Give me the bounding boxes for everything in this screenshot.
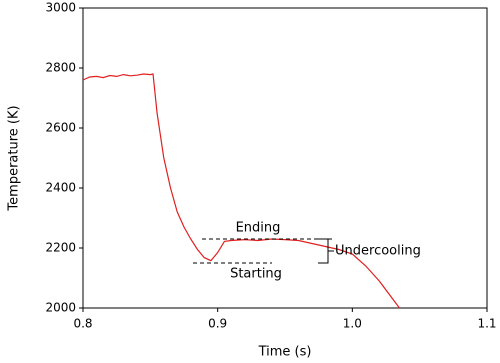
x-tick-label: 0.8 — [73, 317, 92, 331]
y-axis-label: Temperature (K) — [7, 105, 22, 211]
y-tick-label: 2000 — [45, 301, 76, 315]
x-tick-label: 1.0 — [343, 317, 362, 331]
y-tick-label: 3000 — [45, 1, 76, 15]
x-tick-label: 1.1 — [477, 317, 496, 331]
y-tick-label: 2400 — [45, 181, 76, 195]
y-tick-label: 2200 — [45, 241, 76, 255]
annotation: Starting — [230, 267, 282, 282]
y-tick-label: 2600 — [45, 121, 76, 135]
y-tick-label: 2800 — [45, 61, 76, 75]
plot-frame — [82, 7, 488, 309]
annotation: Ending — [236, 221, 281, 236]
bracket — [318, 238, 334, 264]
x-axis-label: Time (s) — [258, 345, 312, 360]
data-line — [82, 73, 400, 309]
annotation: Undercooling — [335, 244, 421, 259]
x-tick-label: 0.9 — [208, 317, 227, 331]
